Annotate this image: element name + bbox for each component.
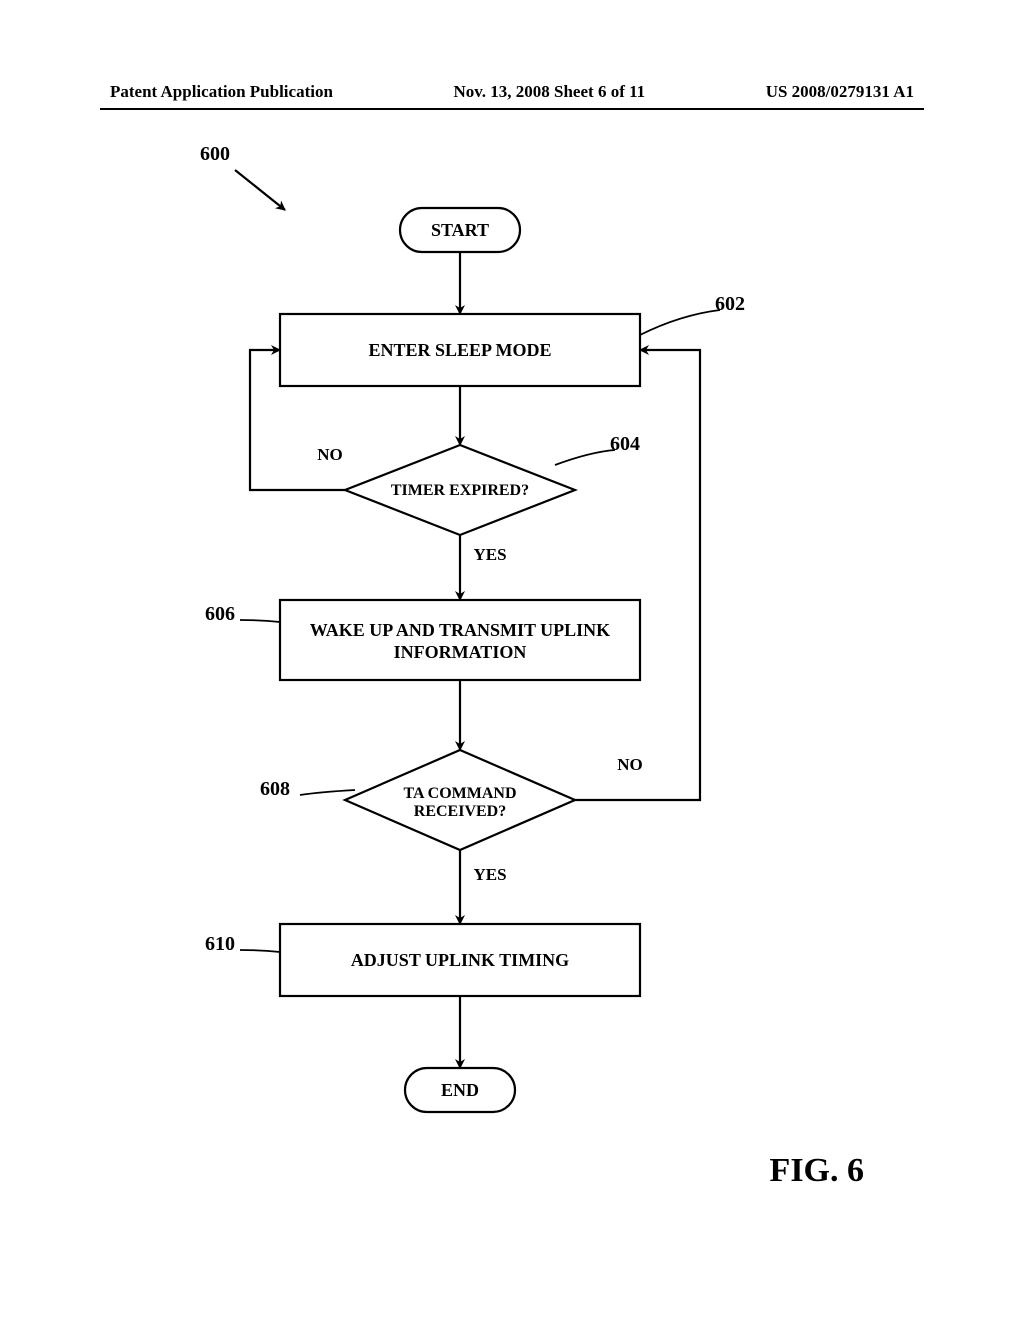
figure-caption: FIG. 6: [770, 1152, 864, 1190]
svg-text:YES: YES: [473, 865, 506, 884]
header-rule: [100, 108, 924, 110]
svg-text:ADJUST UPLINK TIMING: ADJUST UPLINK TIMING: [351, 950, 569, 970]
page-header: Patent Application Publication Nov. 13, …: [0, 82, 1024, 102]
header-center: Nov. 13, 2008 Sheet 6 of 11: [453, 82, 645, 102]
flowchart-svg: 600 START ENTER SLEEP MODE 602 TIMER EXPIRED…: [0, 130, 1024, 1150]
svg-text:START: START: [431, 220, 489, 240]
svg-text:RECEIVED?: RECEIVED?: [414, 803, 506, 820]
svg-text:600: 600: [200, 143, 230, 165]
svg-text:604: 604: [610, 433, 640, 455]
svg-text:YES: YES: [473, 545, 506, 564]
svg-text:END: END: [441, 1080, 479, 1100]
svg-text:TA COMMAND: TA COMMAND: [403, 785, 516, 802]
svg-text:606: 606: [205, 603, 235, 625]
svg-text:ENTER SLEEP MODE: ENTER SLEEP MODE: [368, 340, 551, 360]
svg-text:INFORMATION: INFORMATION: [394, 642, 527, 662]
svg-text:TIMER EXPIRED?: TIMER EXPIRED?: [391, 482, 529, 499]
page: Patent Application Publication Nov. 13, …: [0, 0, 1024, 1320]
header-right: US 2008/0279131 A1: [766, 82, 914, 102]
header-left: Patent Application Publication: [110, 82, 333, 102]
flowchart-container: 600 START ENTER SLEEP MODE 602 TIMER EXPIRED…: [0, 130, 1024, 1155]
svg-text:NO: NO: [617, 755, 643, 774]
svg-text:602: 602: [715, 293, 745, 315]
svg-text:608: 608: [260, 778, 290, 800]
svg-text:WAKE UP AND TRANSMIT UPLINK: WAKE UP AND TRANSMIT UPLINK: [310, 620, 610, 640]
svg-text:NO: NO: [317, 445, 343, 464]
svg-text:610: 610: [205, 933, 235, 955]
